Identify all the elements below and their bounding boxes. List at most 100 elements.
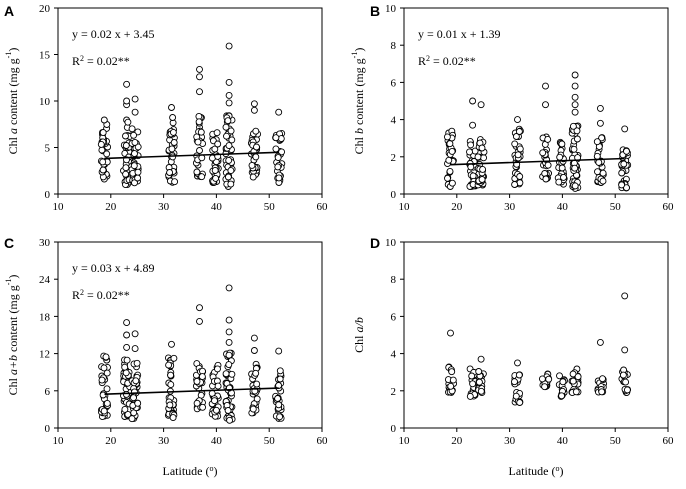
data-point	[170, 139, 178, 146]
data-point	[275, 174, 283, 182]
data-point	[475, 368, 483, 375]
y-tick-label: 6	[45, 386, 51, 398]
y-tick-label: 2	[391, 152, 397, 164]
plot-frame	[403, 241, 669, 429]
data-point	[571, 82, 579, 90]
data-point	[250, 334, 258, 342]
data-point	[128, 125, 136, 133]
data-point	[466, 148, 473, 156]
y-tick-label: 2	[391, 386, 397, 398]
data-point	[168, 340, 175, 348]
x-tick-label: 10	[53, 201, 65, 213]
data-point	[121, 363, 129, 371]
data-point	[480, 154, 488, 162]
data-point	[468, 372, 476, 380]
y-tick-label: 10	[385, 3, 397, 15]
data-point	[212, 174, 220, 182]
data-point	[225, 42, 233, 50]
data-point	[227, 127, 235, 135]
x-tick-label: 40	[557, 435, 569, 447]
data-point	[130, 131, 138, 139]
data-point	[621, 125, 629, 133]
data-point	[103, 369, 111, 377]
x-axis-title-text: Latitude (	[163, 464, 210, 478]
data-point	[225, 361, 233, 369]
data-point	[593, 138, 601, 146]
data-point	[98, 376, 106, 384]
data-point	[131, 179, 138, 187]
x-axis-title-degree: o	[209, 464, 213, 473]
data-point	[621, 292, 629, 300]
data-point	[122, 390, 130, 398]
data-point	[124, 118, 132, 126]
data-point	[446, 167, 454, 175]
data-point	[123, 343, 131, 351]
data-point	[196, 73, 203, 81]
data-point	[595, 158, 603, 166]
data-point	[194, 138, 202, 146]
y-tick-label: 8	[391, 40, 397, 52]
x-tick-label: 60	[663, 435, 675, 447]
data-point	[214, 365, 221, 373]
plot-frame	[57, 241, 323, 429]
data-point	[226, 416, 234, 424]
data-point	[170, 354, 178, 362]
data-point	[514, 151, 522, 159]
panel-d: D 10 20 30 40 50 60 0 2 4 6 8 10 Chl a/b Latitude (o)	[352, 235, 674, 478]
data-point	[122, 164, 130, 172]
y-axis-title-italic: a	[6, 128, 20, 134]
data-point	[130, 394, 137, 402]
y-axis-title: Chl a/b	[352, 317, 366, 353]
data-point	[477, 101, 485, 109]
x-tick-label: 50	[610, 435, 622, 447]
data-point	[98, 146, 106, 154]
x-axis-title: Latitude (o)	[509, 464, 564, 479]
data-point	[558, 164, 566, 172]
data-point	[511, 378, 518, 386]
data-point	[571, 108, 579, 116]
data-point	[274, 163, 282, 171]
data-point	[214, 382, 222, 390]
y-axis-title: Chl a+b content (mg g-1)	[4, 275, 19, 396]
data-point	[443, 133, 451, 141]
data-point	[448, 147, 456, 155]
data-point	[512, 392, 520, 400]
data-point	[249, 405, 257, 413]
y-tick-label: 0	[45, 423, 51, 435]
y-tick-label: 20	[39, 3, 51, 15]
data-point	[171, 178, 179, 186]
x-tick-label: 20	[451, 435, 463, 447]
data-point	[541, 383, 549, 391]
data-point	[222, 123, 230, 131]
panel-letter: D	[370, 235, 380, 251]
data-point	[134, 143, 142, 151]
regression-equation: y = 0.02 x + 3.45	[72, 27, 155, 41]
data-point	[225, 316, 233, 324]
x-axis-title-close: )	[213, 464, 217, 478]
data-point	[99, 391, 107, 399]
data-point	[225, 78, 233, 86]
r-squared-sup: 2	[80, 288, 84, 297]
data-point	[214, 140, 222, 148]
data-point	[227, 167, 235, 175]
data-point	[195, 118, 203, 126]
y-tick-label: 0	[391, 423, 397, 435]
y-axis-title: Chl a content (mg g-1)	[4, 48, 19, 155]
r-squared-suffix: = 0.02**	[84, 54, 130, 68]
data-point	[623, 386, 631, 394]
data-point	[122, 132, 129, 140]
data-point	[130, 162, 138, 170]
data-point	[477, 387, 485, 395]
y-tick-label: 6	[391, 311, 397, 323]
data-point	[571, 164, 579, 172]
r-squared-label: R2 = 0.02**	[72, 288, 130, 303]
data-point	[276, 375, 284, 383]
data-point	[248, 161, 256, 169]
data-point	[572, 388, 580, 396]
data-point	[169, 128, 177, 136]
data-point	[599, 177, 607, 185]
data-point	[100, 116, 108, 124]
x-tick-label: 30	[158, 201, 170, 213]
r-squared-prefix: R	[72, 54, 80, 68]
